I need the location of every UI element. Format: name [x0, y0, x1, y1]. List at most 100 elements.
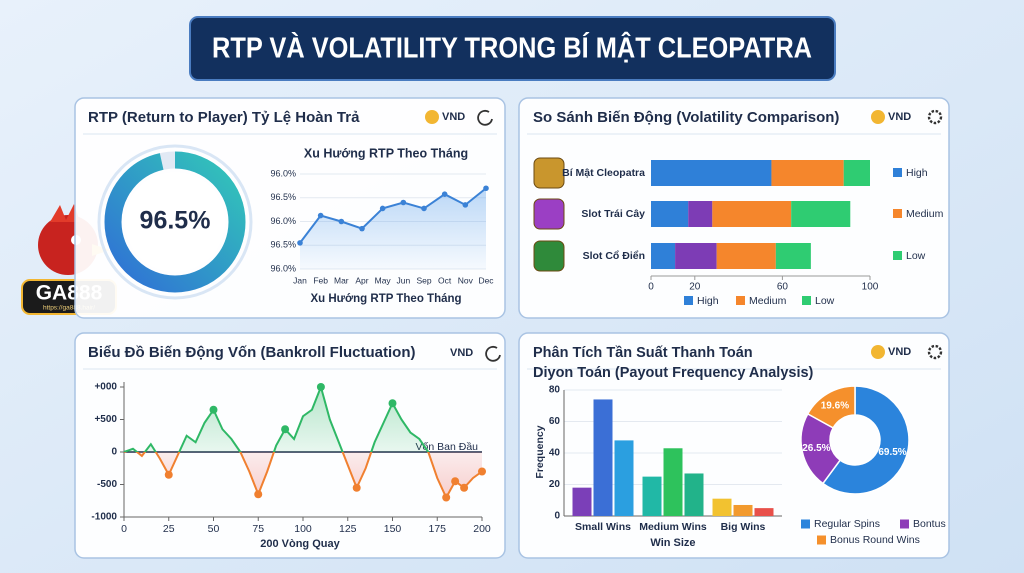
bar [642, 476, 662, 516]
panel-title: Biểu Đồ Biến Động Vốn (Bankroll Fluctuat… [88, 344, 416, 361]
bar-segment [712, 201, 792, 227]
bar-segment [651, 243, 676, 269]
point [478, 467, 486, 476]
x-tick-label: 25 [163, 523, 175, 535]
x-tick-label: Jan [293, 275, 307, 285]
y-tick-label: +500 [94, 414, 117, 425]
y-tick-label: 60 [549, 416, 561, 427]
x-tick-label: Sep [416, 275, 431, 285]
x-tick-label: Oct [438, 275, 452, 285]
point [442, 493, 451, 502]
bar-segment [675, 243, 717, 269]
legend-label: Medium [749, 295, 787, 307]
point [460, 483, 469, 492]
point [164, 470, 173, 479]
page-title: RTP VÀ VOLATILITY TRONG BÍ MẬT CLEOPATRA [212, 31, 812, 65]
bar-segment [651, 201, 689, 227]
point [441, 191, 448, 197]
point [483, 185, 489, 192]
refresh-icon [477, 109, 493, 126]
legend-swatch [893, 251, 902, 260]
pie-slice [821, 385, 910, 495]
x-tick-label: 60 [777, 282, 789, 293]
line [299, 187, 487, 244]
bar-segment [843, 160, 870, 186]
panel-title: RTP (Return to Player) Tỷ Lệ Hoàn Trả [88, 109, 360, 126]
legend-label: High [906, 167, 928, 179]
logo-comb [50, 204, 80, 222]
y-tick-label: 0 [111, 447, 117, 458]
coin-icon [871, 345, 885, 359]
x-tick-label: 50 [208, 523, 220, 535]
x-tick-label: 200 [473, 523, 491, 535]
settings-icon [927, 344, 943, 360]
y-tick-label: 0 [554, 511, 560, 522]
bar-segment [771, 160, 844, 186]
bar [572, 487, 592, 516]
legend-swatch [893, 168, 902, 177]
category-label: Slot Cổ Điển [583, 250, 645, 262]
currency-badge: VND [888, 346, 911, 358]
refresh-icon [485, 345, 501, 362]
y-tick-label: 40 [549, 448, 561, 459]
line-area [300, 188, 486, 269]
point [400, 199, 407, 206]
bar [754, 508, 774, 516]
point [316, 383, 325, 391]
currency-badge: VND [442, 111, 465, 123]
point [338, 218, 345, 225]
point [379, 205, 386, 212]
legend-label: Bonus Round Wins [830, 534, 920, 546]
y-axis-label: Frequency [534, 425, 546, 478]
x-tick-label: Apr [355, 275, 368, 285]
bar [712, 498, 732, 516]
point [254, 490, 263, 499]
game-icon [533, 157, 565, 189]
x-axis-label: Xu Hướng RTP Theo Tháng [310, 293, 461, 305]
currency-badge: VND [888, 111, 911, 123]
point [209, 405, 218, 414]
gauge-value: 96.5% [140, 207, 211, 235]
point [421, 205, 427, 212]
y-tick-label: 96.0% [270, 168, 296, 178]
legend-swatch [802, 296, 811, 305]
x-tick-label: Nov [458, 275, 474, 285]
coin-icon [425, 110, 439, 124]
x-tick-label: 20 [689, 282, 701, 293]
game-icon [533, 240, 565, 272]
category-label: Slot Trái Cây [581, 208, 645, 220]
point [297, 240, 303, 246]
legend-swatch [684, 296, 693, 305]
legend-swatch [893, 209, 902, 218]
y-tick-label: 96.0% [270, 263, 296, 273]
bar [733, 504, 753, 516]
area [124, 387, 482, 498]
y-tick-label: 96.5% [270, 240, 296, 250]
title-banner [189, 16, 836, 81]
bar-segment [791, 201, 851, 227]
legend-label: Medium [906, 208, 944, 220]
bar-segment [775, 243, 811, 269]
panel-title: Diyon Toán (Payout Frequency Analysis) [533, 365, 814, 381]
x-tick-label: 100 [862, 282, 879, 293]
point [352, 483, 361, 492]
legend-swatch [900, 519, 909, 529]
x-tick-label: Big Wins [721, 521, 766, 533]
point [462, 202, 469, 208]
slice-label: 69.5% [878, 447, 906, 458]
legend-label: Low [815, 295, 835, 307]
x-tick-label: May [375, 275, 392, 285]
y-tick-label: -1000 [91, 512, 117, 523]
x-axis-label: 200 Vòng Quay [260, 538, 340, 550]
x-tick-label: 150 [384, 523, 402, 535]
x-axis-label: Win Size [650, 537, 695, 549]
legend-label: Low [906, 250, 926, 262]
logo-url: https://ga888.hair/ [43, 305, 95, 312]
slice-label: 26.5% [802, 443, 830, 454]
y-tick-label: 20 [549, 479, 561, 490]
bar [614, 440, 634, 516]
legend-label: High [697, 295, 719, 307]
bar [593, 399, 613, 516]
